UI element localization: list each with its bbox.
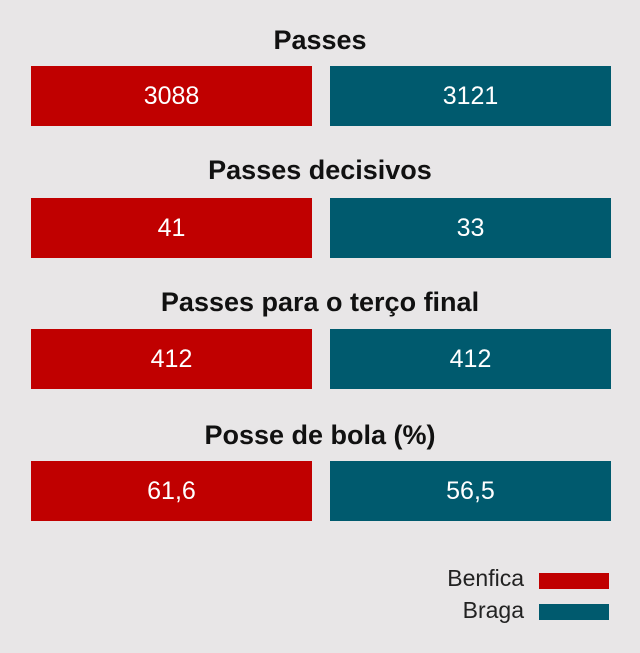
legend-label-braga: Braga [462, 597, 524, 623]
bar-braga-posse-de-bola: 56,5 [330, 461, 611, 521]
bar-braga-passes-terco-final: 412 [330, 329, 611, 389]
bar-value: 3121 [442, 81, 499, 110]
stat-title-passes: Passes [273, 25, 367, 55]
bar-benfica-passes: 3088 [31, 66, 312, 126]
bar-value: 3088 [143, 81, 200, 110]
stat-title-posse-de-bola: Posse de bola (%) [204, 420, 436, 450]
bar-benfica-passes-decisivos: 41 [31, 198, 312, 258]
bar-benfica-posse-de-bola: 61,6 [31, 461, 312, 521]
bar-benfica-passes-terco-final: 412 [31, 329, 312, 389]
legend-swatch-benfica [539, 573, 609, 589]
bar-value: 61,6 [147, 476, 196, 505]
legend-label-benfica: Benfica [447, 565, 524, 591]
bar-value: 412 [449, 344, 492, 373]
bar-braga-passes: 3121 [330, 66, 611, 126]
bar-value: 56,5 [446, 476, 495, 505]
legend-swatch-braga [539, 604, 609, 620]
bar-value: 41 [157, 213, 186, 242]
bar-braga-passes-decisivos: 33 [330, 198, 611, 258]
stat-title-passes-decisivos: Passes decisivos [208, 155, 432, 185]
bar-value: 412 [150, 344, 193, 373]
bar-value: 33 [456, 213, 485, 242]
stat-title-passes-terco-final: Passes para o terço final [160, 287, 480, 317]
